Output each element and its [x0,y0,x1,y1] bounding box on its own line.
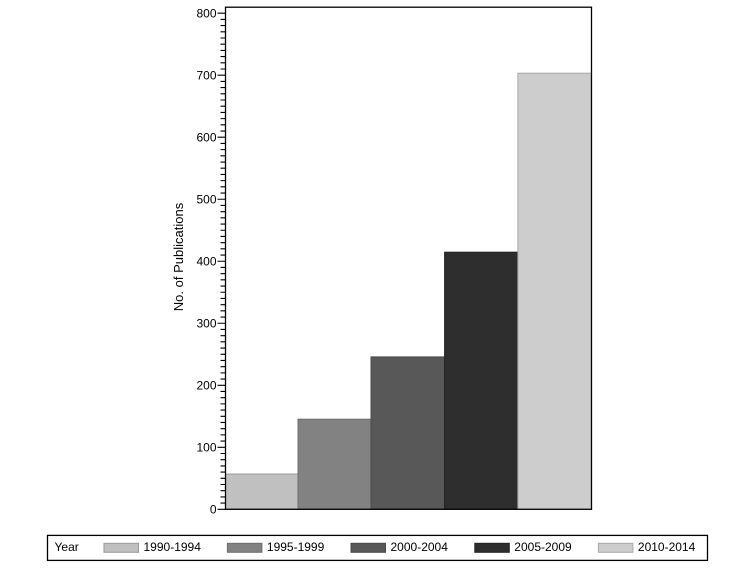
svg-text:600: 600 [196,131,216,145]
svg-text:200: 200 [196,379,216,393]
svg-text:1990-1994: 1990-1994 [144,540,202,554]
svg-text:500: 500 [196,193,216,207]
svg-text:700: 700 [196,69,216,83]
svg-text:Year: Year [55,540,79,554]
svg-text:100: 100 [196,441,216,455]
svg-text:0: 0 [210,503,217,517]
svg-text:1995-1999: 1995-1999 [267,540,325,554]
svg-text:400: 400 [196,255,216,269]
svg-text:800: 800 [196,7,216,21]
svg-text:300: 300 [196,317,216,331]
svg-text:2005-2009: 2005-2009 [514,540,572,554]
svg-text:2010-2014: 2010-2014 [638,540,696,554]
svg-text:2000-2004: 2000-2004 [391,540,449,554]
svg-text:No. of Publications: No. of Publications [171,202,186,311]
